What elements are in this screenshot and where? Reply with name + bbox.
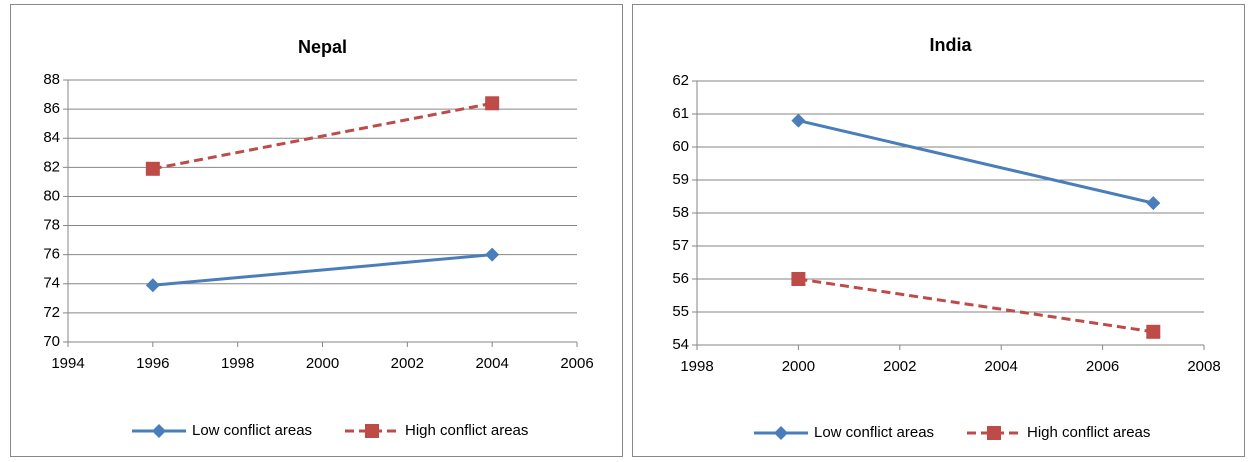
y-tick-label: 70 [43,333,60,350]
y-tick-label: 59 [672,171,689,188]
x-tick-label: 2000 [782,358,815,375]
y-tick-label: 86 [43,100,60,117]
chart: Nepal 70 72 74 76 78 80 82 84 86 88 1994 1996 1998 200… [10,4,623,457]
x-tick-label: 1998 [221,355,254,372]
y-tick-label: 76 [43,246,60,263]
y-tick-label: 72 [43,304,60,321]
legend-label: Low conflict areas [192,422,312,439]
x-tick-label: 2002 [391,355,424,372]
marker [152,424,166,438]
marker [774,426,788,440]
marker [987,426,1001,440]
y-tick-label: 82 [43,158,60,175]
chart-title: Nepal [298,37,347,57]
series-line [152,101,493,171]
x-tick-label: 2008 [1187,358,1220,375]
y-tick-label: 60 [672,138,689,155]
marker [791,113,806,128]
y-tick-label: 74 [43,275,60,292]
x-tick-label: 1994 [51,355,84,372]
legend-label: High conflict areas [405,422,528,439]
x-tick-label: 2000 [306,355,339,372]
y-tick-label: 55 [672,303,689,320]
y-tick-label: 61 [672,105,689,122]
chart-title: India [929,35,972,55]
legend-label: Low conflict areas [814,424,934,441]
series-line [152,253,493,287]
chart-frame [10,4,623,457]
y-tick-label: 57 [672,237,689,254]
x-tick-label: 2006 [560,355,593,372]
y-tick-label: 54 [672,336,689,353]
x-tick-label: 2006 [1086,358,1119,375]
series-line [798,277,1154,334]
marker [485,247,500,262]
marker [145,161,160,176]
y-tick-label: 84 [43,129,60,146]
legend-label: High conflict areas [1027,424,1150,441]
marker [365,424,379,438]
y-tick-label: 80 [43,187,60,204]
x-tick-label: 1998 [680,358,713,375]
marker [791,272,806,286]
x-tick-label: 2004 [985,358,1018,375]
x-tick-label: 1996 [136,355,169,372]
chart: India 54 55 56 57 58 59 60 61 62 1998 2000 2002 2004 2… [632,4,1245,457]
y-tick-label: 56 [672,270,689,287]
y-tick-label: 58 [672,204,689,221]
x-tick-label: 2004 [475,355,508,372]
marker [1146,196,1161,211]
marker [145,278,160,293]
y-tick-label: 62 [672,72,689,89]
x-tick-label: 2002 [883,358,916,375]
marker [1146,324,1161,339]
y-tick-label: 88 [43,71,60,88]
marker [485,96,500,111]
chart-frame [632,4,1245,457]
series-line [798,119,1154,205]
y-tick-label: 78 [43,217,60,234]
